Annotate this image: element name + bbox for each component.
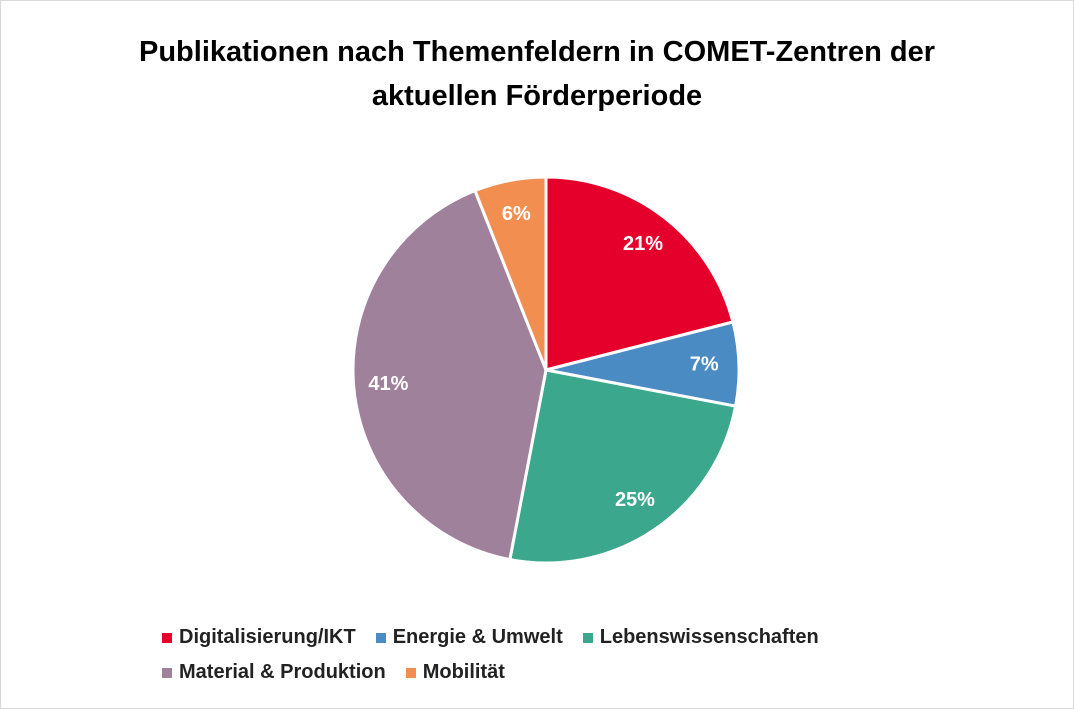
- legend-item: Mobilität: [405, 661, 505, 684]
- legend-item: Lebenswissenschaften: [582, 626, 819, 649]
- data-label: 41%: [368, 373, 408, 395]
- chart-title: Publikationen nach Themenfeldern in COME…: [139, 36, 935, 112]
- data-label: 7%: [690, 353, 719, 375]
- pie-slice: [473, 175, 548, 371]
- legend-swatch: [582, 632, 593, 643]
- legend-swatch: [375, 632, 386, 643]
- legend-item: Energie & Umwelt: [375, 626, 563, 649]
- legend-label: Mobilität: [422, 661, 505, 683]
- legend-label: Material & Produktion: [179, 661, 386, 683]
- pie-slice: [351, 188, 548, 562]
- pie-slice: [508, 368, 738, 565]
- pie-slice: [544, 175, 735, 372]
- legend-label: Digitalisierung/IKT: [179, 626, 356, 648]
- legend-label: Energie & Umwelt: [392, 626, 563, 648]
- legend-item: Digitalisierung/IKT: [162, 626, 356, 649]
- legend-swatch: [405, 667, 416, 678]
- data-label: 21%: [623, 233, 663, 255]
- legend-swatch: [162, 632, 172, 643]
- legend-swatch: [162, 667, 172, 678]
- legend: Digitalisierung/IKT Energie & Umwelt Leben…: [162, 626, 962, 684]
- data-label: 6%: [502, 203, 531, 225]
- legend-item: Material & Produktion: [162, 661, 386, 684]
- legend-label: Lebenswissenschaften: [599, 626, 819, 648]
- data-label: 25%: [615, 489, 655, 511]
